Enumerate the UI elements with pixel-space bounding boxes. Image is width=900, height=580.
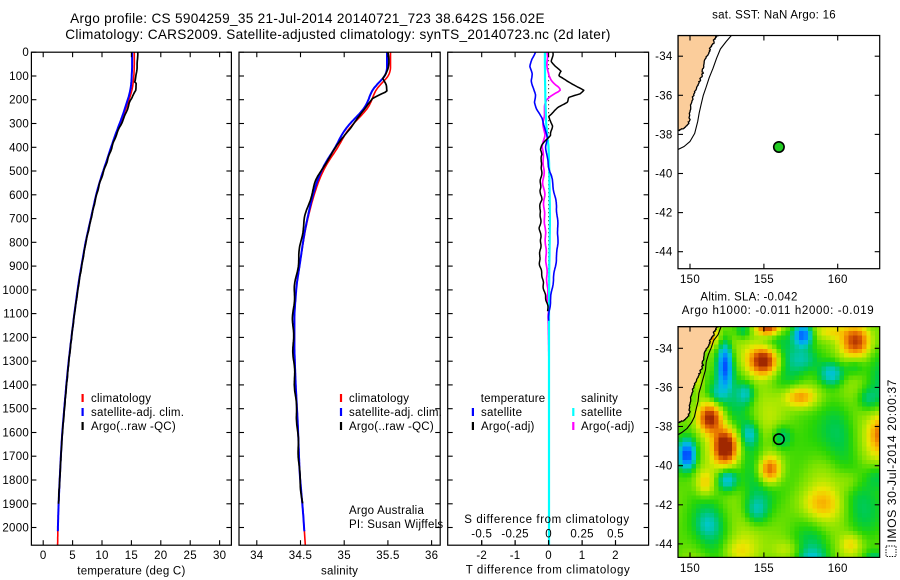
svg-text:1500: 1500 [2,404,29,416]
svg-text:160: 160 [828,274,848,286]
svg-text:1000: 1000 [2,285,29,297]
svg-text:-38: -38 [655,129,672,141]
svg-text:satellite-adj. clim.: satellite-adj. clim. [91,407,184,419]
svg-text:1700: 1700 [2,451,29,463]
svg-text:100: 100 [9,71,29,83]
svg-text:-36: -36 [655,382,672,394]
svg-text:-0.5: -0.5 [471,529,492,541]
svg-text:Argo(-adj): Argo(-adj) [481,421,535,433]
svg-text:5: 5 [69,550,76,562]
svg-text:15: 15 [125,550,138,562]
svg-text:Climatology: CARS2009. Satelli: Climatology: CARS2009. Satellite-adjuste… [65,27,611,42]
svg-text:35: 35 [338,550,351,562]
svg-text:0.5: 0.5 [607,529,624,541]
svg-text:salinity: salinity [321,566,358,578]
svg-text:temperature: temperature [481,393,546,405]
svg-text:-2: -2 [476,550,487,562]
svg-text:155: 155 [754,274,774,286]
svg-text:900: 900 [9,261,29,273]
svg-text:temperature (deg C): temperature (deg C) [77,566,185,578]
svg-text:Argo(..raw -QC): Argo(..raw -QC) [91,421,176,433]
svg-text:25: 25 [184,550,197,562]
svg-text:-44: -44 [655,247,673,259]
svg-text:-36: -36 [655,90,672,102]
svg-text:-40: -40 [655,461,672,473]
svg-text:20: 20 [154,550,167,562]
svg-text:1400: 1400 [2,380,29,392]
svg-text:1100: 1100 [3,309,29,321]
svg-text:satellite: satellite [481,407,522,419]
svg-text:600: 600 [9,190,29,202]
svg-text:Argo Australia: Argo Australia [349,505,424,517]
svg-text:155: 155 [754,563,774,575]
svg-text:0: 0 [22,47,29,59]
svg-text:Argo h1000: -0.011 h2000: -0.0: Argo h1000: -0.011 h2000: -0.019 [682,305,875,317]
svg-text:30: 30 [213,550,226,562]
svg-text:500: 500 [9,166,29,178]
svg-text:10: 10 [95,550,108,562]
svg-text:0: 0 [545,529,552,541]
svg-text:-1: -1 [510,550,521,562]
svg-text:-0.25: -0.25 [501,529,528,541]
svg-text:satellite: satellite [581,407,622,419]
svg-text:1300: 1300 [2,356,29,368]
svg-text:-34: -34 [655,343,673,355]
svg-text:sat. SST: NaN Argo: 16: sat. SST: NaN Argo: 16 [712,10,836,22]
svg-text:400: 400 [9,142,29,154]
svg-text:0: 0 [40,550,47,562]
svg-text:1900: 1900 [2,499,29,511]
svg-text:Argo(-adj): Argo(-adj) [581,421,635,433]
svg-text:34: 34 [250,550,264,562]
svg-text:T difference from climatology: T difference from climatology [466,565,631,577]
svg-text:150: 150 [680,563,700,575]
svg-text:-42: -42 [655,500,672,512]
svg-text:-42: -42 [655,208,672,220]
svg-text:salinity: salinity [581,393,618,405]
svg-text:2: 2 [612,550,619,562]
svg-text:0.25: 0.25 [570,529,593,541]
svg-text:0: 0 [545,550,552,562]
svg-text:Altim. SLA: -0.042: Altim. SLA: -0.042 [700,292,797,304]
svg-text:2000: 2000 [2,523,29,535]
svg-text:36: 36 [425,550,438,562]
svg-text:climatology: climatology [349,393,409,405]
svg-text:Argo(..raw -QC): Argo(..raw -QC) [349,421,434,433]
svg-text:climatology: climatology [91,393,151,405]
svg-text:700: 700 [9,214,29,226]
svg-text:800: 800 [9,237,29,249]
svg-text:PI: Susan Wijffels: PI: Susan Wijffels [349,519,443,531]
svg-text:satellite-adj. clim.: satellite-adj. clim. [349,407,442,419]
svg-text:1800: 1800 [2,475,29,487]
svg-text:-34: -34 [655,51,673,63]
svg-text:-38: -38 [655,422,672,434]
svg-text:300: 300 [9,119,29,131]
svg-text:-44: -44 [655,539,673,551]
svg-text:1200: 1200 [2,332,29,344]
svg-text:1: 1 [579,550,586,562]
svg-text:160: 160 [828,563,848,575]
svg-text:34.5: 34.5 [289,550,312,562]
svg-text:Argo profile: CS 5904259_35 21: Argo profile: CS 5904259_35 21-Jul-2014 … [70,11,545,26]
svg-text:35.5: 35.5 [376,550,399,562]
svg-text:1600: 1600 [2,428,29,440]
svg-text:IMOS 30-Jul-2014 20:00:37: IMOS 30-Jul-2014 20:00:37 [885,379,899,542]
svg-text:-40: -40 [655,169,672,181]
svg-text:150: 150 [680,274,700,286]
svg-text:S difference from climatology: S difference from climatology [464,514,629,526]
svg-text:200: 200 [9,95,29,107]
